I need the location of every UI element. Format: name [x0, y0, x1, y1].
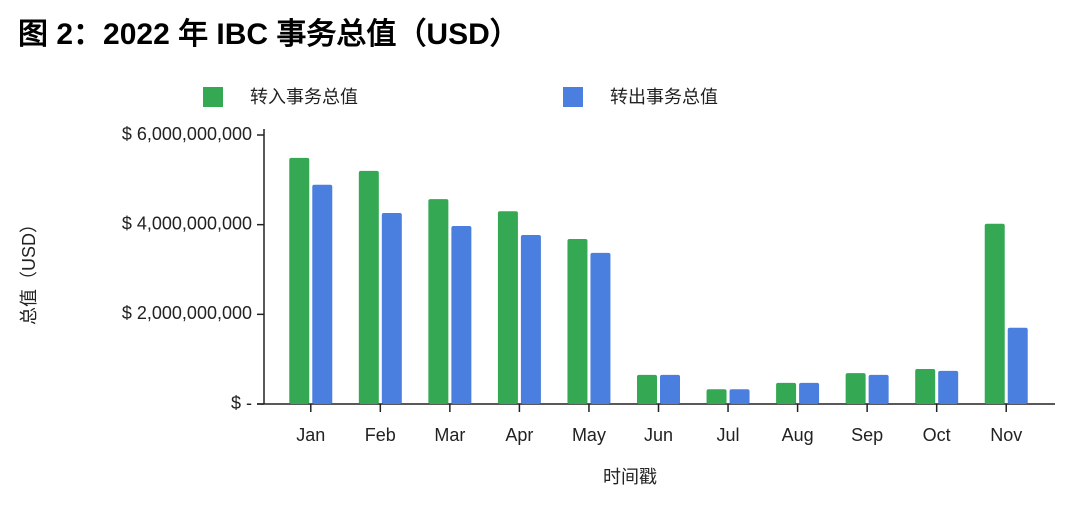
- x-tick-label: Apr: [505, 425, 533, 445]
- bar: [381, 213, 402, 404]
- chart-title: 图 2：2022 年 IBC 事务总值（USD）: [18, 17, 520, 51]
- y-tick-label: $ 2,000,000,000: [122, 303, 252, 323]
- bar: [799, 382, 820, 404]
- bar: [637, 374, 657, 404]
- y-tick-label: $ 6,000,000,000: [122, 124, 252, 144]
- y-axis-title: 总值（USD）: [19, 215, 39, 325]
- bar: [520, 234, 541, 404]
- bar: [567, 239, 588, 404]
- bar: [706, 389, 727, 404]
- legend-label: 转入事务总值: [250, 87, 358, 107]
- legend-label: 转出事务总值: [610, 87, 718, 107]
- x-tick-label: Feb: [365, 425, 396, 445]
- x-tick-label: Aug: [782, 425, 814, 445]
- y-tick-label: $ 4,000,000,000: [122, 213, 252, 233]
- bar: [590, 252, 611, 404]
- x-tick-label: Nov: [990, 425, 1022, 445]
- bar: [729, 389, 750, 404]
- legend-swatch: [203, 87, 223, 107]
- bar: [358, 170, 379, 404]
- legend-swatch: [563, 87, 583, 107]
- bar: [984, 223, 1005, 404]
- y-tick-label: $ -: [231, 393, 252, 413]
- bar: [451, 226, 472, 404]
- x-tick-label: Jul: [717, 425, 740, 445]
- bar: [497, 211, 518, 404]
- bar: [312, 184, 333, 404]
- x-tick-label: Mar: [434, 425, 465, 445]
- x-tick-label: Jan: [296, 425, 325, 445]
- bar: [776, 382, 797, 404]
- bar: [428, 199, 449, 404]
- x-tick-label: Sep: [851, 425, 883, 445]
- bar: [1007, 327, 1028, 404]
- bar: [289, 157, 310, 404]
- bar: [660, 374, 680, 404]
- bar: [868, 374, 889, 404]
- bar: [915, 369, 936, 404]
- x-tick-label: May: [572, 425, 606, 445]
- x-tick-label: Jun: [644, 425, 673, 445]
- x-tick-label: Oct: [923, 425, 951, 445]
- x-axis-title: 时间戳: [603, 467, 657, 487]
- bar: [845, 373, 866, 404]
- bar: [938, 370, 959, 404]
